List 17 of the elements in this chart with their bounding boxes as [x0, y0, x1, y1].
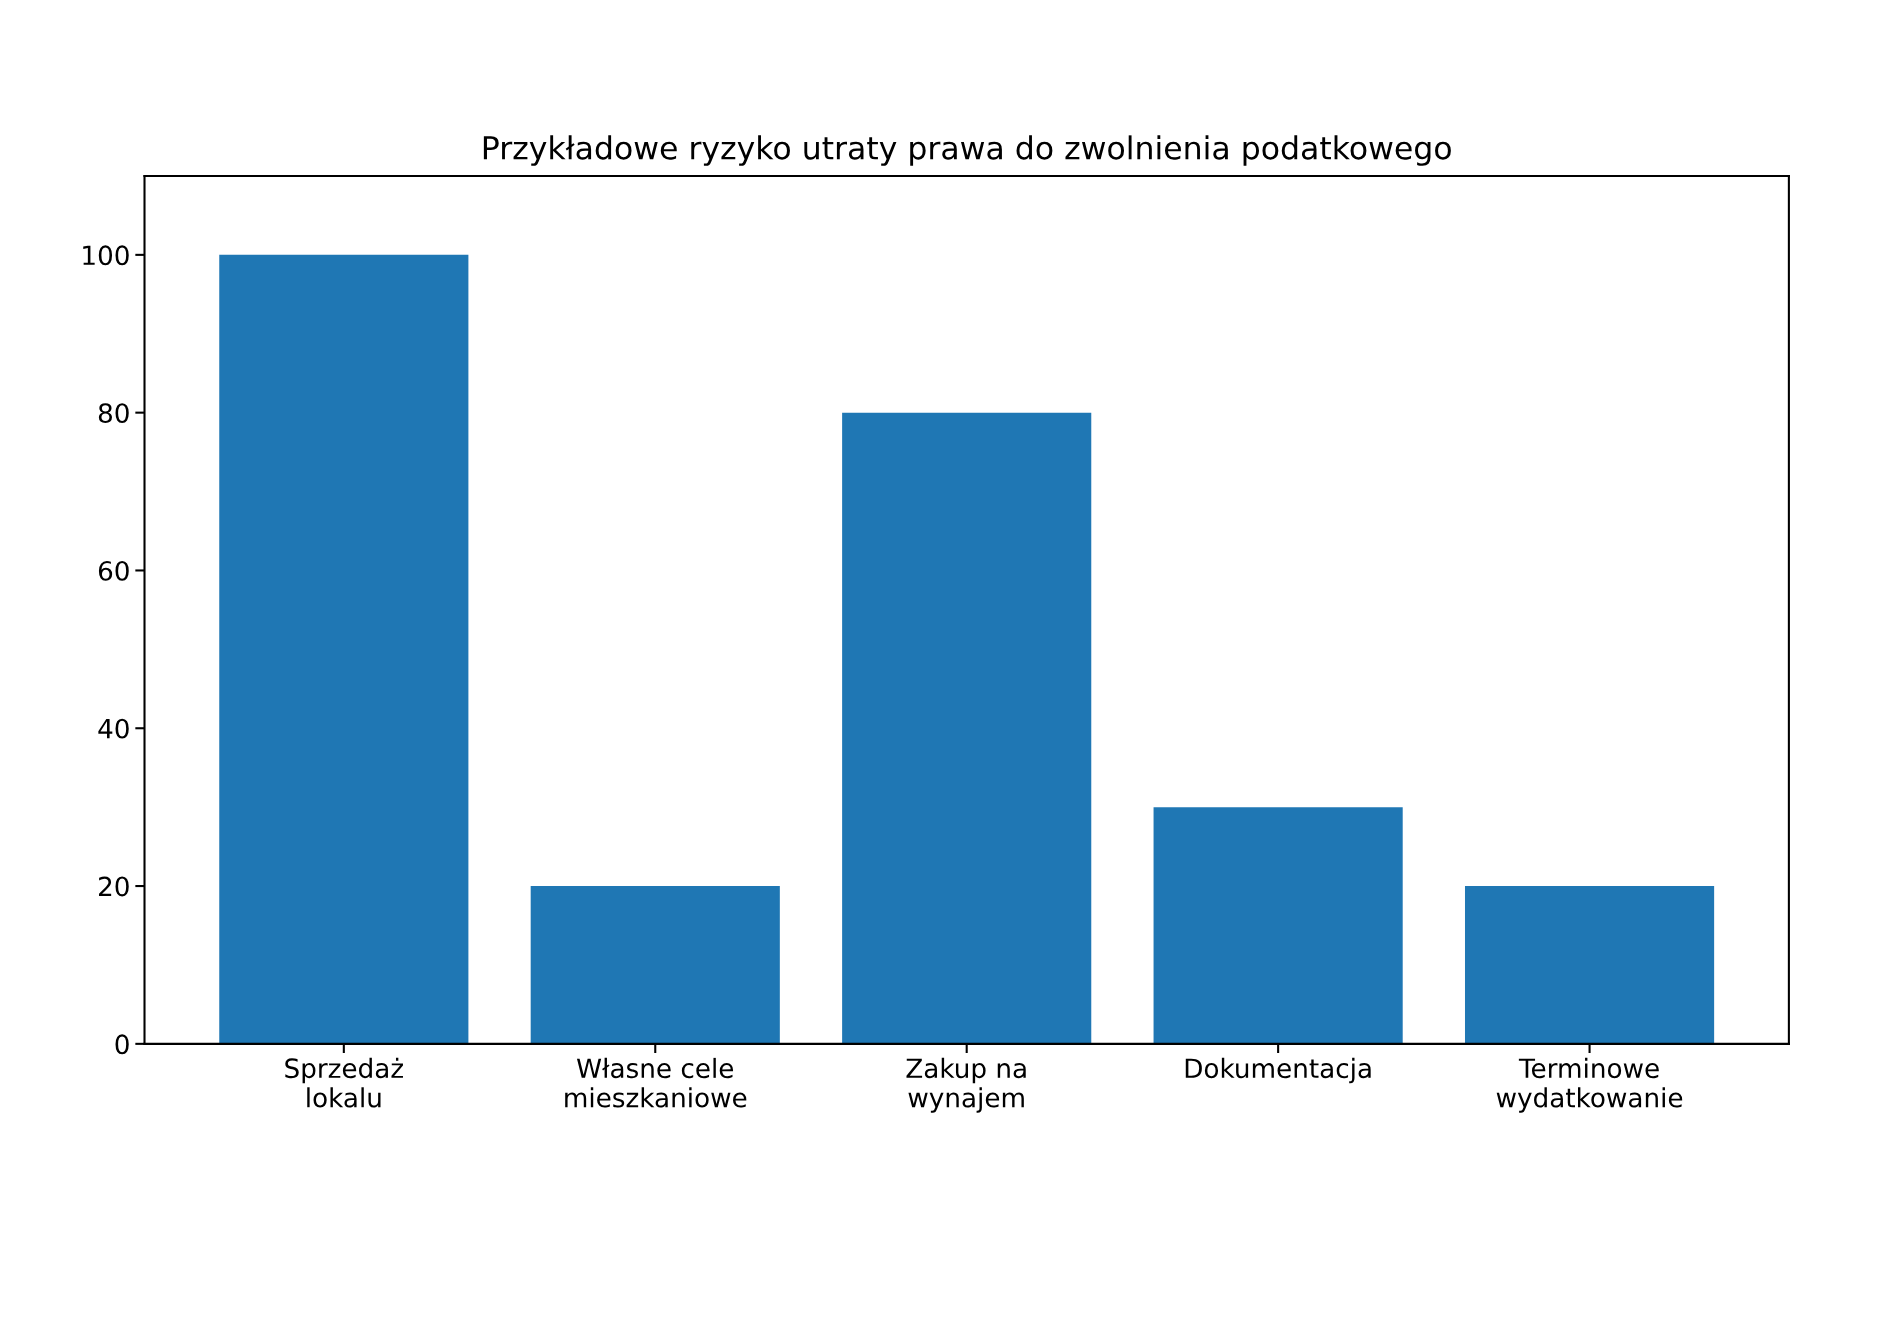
y-tick-label: 20 [99, 876, 129, 897]
bar [1464, 886, 1715, 1044]
bar [842, 412, 1092, 1044]
bar [219, 254, 469, 1044]
x-tick-label: Terminowe wydatkowanie [1496, 1057, 1683, 1113]
x-tick-label: Zakup na wynajem [906, 1057, 1026, 1113]
chart-title: Przykładowe ryzyko utraty prawa do zwolnienia podatkowego [483, 135, 1451, 166]
x-tick-label: Własne cele mieszkaniowe [565, 1057, 747, 1108]
bar [1153, 807, 1403, 1044]
y-tick-label: 0 [115, 1034, 129, 1055]
y-tick-label: 100 [83, 245, 129, 266]
y-tick-label: 40 [98, 718, 129, 739]
x-tick-label: Dokumentacja [1185, 1057, 1371, 1084]
x-tick-label: Sprzedaż lokalu [285, 1057, 403, 1108]
bar [530, 886, 780, 1044]
y-tick-label: 80 [98, 403, 129, 423]
y-tick-label: 60 [98, 560, 129, 581]
